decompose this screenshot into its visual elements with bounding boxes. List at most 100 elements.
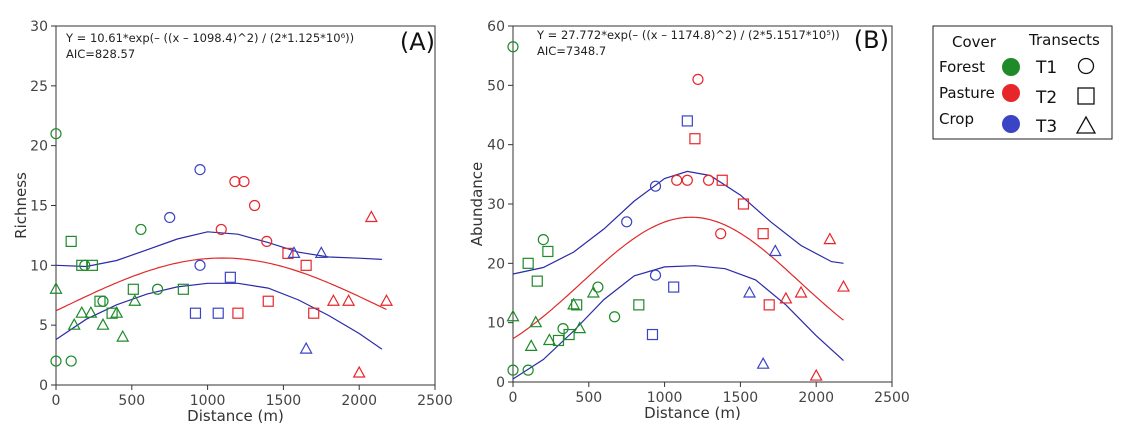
p1-point-forest-t3: [542, 333, 556, 346]
legend-cover-title: Cover: [952, 33, 997, 51]
p1-point-forest-t1: [592, 281, 604, 293]
p0-point-pasture-t1: [238, 175, 250, 188]
p1-point-pasture-t1: [681, 174, 693, 186]
p1-point-forest-t2: [571, 299, 583, 311]
p0-ci-upper-line: [55, 231, 382, 268]
p0-y-tick-label: 5: [39, 318, 48, 334]
p0-point-pasture-t3: [342, 293, 356, 306]
p0-point-forest-t2: [65, 235, 77, 247]
p0-fit-line: [55, 257, 387, 312]
p0-equation-text: Y = 10.61*exp(– ((x – 1098.4)^2) / (2*1.…: [65, 31, 354, 45]
p1-point-forest-t3: [524, 339, 538, 351]
p0-point-forest-t3: [84, 305, 98, 318]
p1-x-tick-label: 0: [509, 390, 518, 406]
p0-ci-lower-line: [55, 282, 383, 350]
p1-point-pasture-t3: [823, 232, 837, 245]
p0-point-pasture-t3: [352, 365, 366, 378]
p1-x-axis-label: Distance (m): [644, 404, 741, 422]
legend-transect-t1-label: T1: [1035, 58, 1057, 78]
legend-t1-circle-icon: [1077, 57, 1095, 75]
p0-point-pasture-t1: [261, 235, 273, 247]
p1-point-forest-t3: [506, 309, 520, 322]
p0-plot-frame: [55, 25, 436, 386]
p1-point-pasture-t2: [763, 299, 775, 311]
p1-point-pasture-t2: [757, 228, 769, 240]
p0-y-axis-label: Richness: [12, 172, 30, 239]
p1-ci-upper-line: [512, 170, 844, 275]
p0-x-tick-label: 0: [52, 393, 61, 409]
p1-point-pasture-t2: [716, 174, 728, 186]
p0-point-pasture-t2: [282, 247, 294, 259]
p1-y-tick-label: 50: [487, 78, 505, 94]
p1-point-forest-t2: [563, 328, 575, 341]
legend-crop-swatch: [1002, 115, 1020, 133]
legend-transects-title: Transects: [1028, 31, 1100, 49]
p1-ci-lower-line: [512, 265, 844, 380]
chart-panel-a: 0 500 1000 1500 2000 2500 0 5 10 15 20 25 30 Distance…: [12, 19, 453, 425]
p0-point-forest-t2: [86, 259, 98, 271]
p0-point-crop-t1: [194, 259, 206, 271]
p0-y-tick-label: 25: [30, 79, 48, 95]
p0-x-tick-label: 1500: [266, 393, 302, 409]
p0-y-tick-label: 15: [30, 199, 48, 215]
p0-point-pasture-t1: [229, 175, 241, 188]
p0-x-tick-label: 1000: [190, 393, 226, 409]
chart-panel-b: 0 500 1000 1500 2000 2500 0 10 20 30 40 50 60 Distanc…: [468, 19, 910, 422]
p0-point-forest-t2: [127, 283, 139, 295]
p0-point-forest-t3: [128, 293, 142, 306]
legend-t2-square-icon: [1077, 87, 1095, 105]
p0-point-forest-t2: [177, 283, 189, 295]
p1-aic-text: AIC=7348.7: [537, 44, 606, 58]
p0-point-pasture-t1: [215, 223, 227, 236]
p1-panel-label: (B): [854, 26, 889, 54]
p1-point-pasture-t3: [836, 279, 851, 292]
p0-point-crop-t2: [224, 271, 236, 283]
legend: Cover Transects Forest T1 Pasture T2 Cro…: [932, 25, 1113, 140]
p1-x-tick-label: 1500: [723, 390, 759, 406]
p1-point-crop-t1: [621, 216, 633, 228]
p0-point-forest-t2: [106, 307, 118, 319]
p0-point-forest-t3: [49, 282, 63, 294]
p0-point-forest-t3: [67, 317, 81, 330]
p1-point-forest-t1: [537, 234, 549, 246]
p0-point-crop-t1: [194, 164, 206, 176]
p1-point-forest-t1: [507, 364, 519, 376]
p1-point-forest-t1: [522, 364, 534, 376]
p1-point-crop-t1: [649, 269, 662, 281]
p0-point-forest-t3: [96, 317, 110, 330]
legend-forest-swatch: [1002, 58, 1020, 76]
p1-y-tick-label: 10: [487, 316, 505, 332]
p0-point-pasture-t3: [379, 293, 394, 306]
p0-x-tick-label: 2500: [417, 393, 453, 409]
p1-point-forest-t1: [507, 41, 519, 53]
p1-point-pasture-t3: [779, 291, 793, 304]
legend-cover-crop-label: Crop: [939, 110, 974, 128]
p0-x-tick-label: 2000: [341, 393, 377, 409]
p1-x-tick-label: 2000: [798, 390, 834, 406]
p0-point-forest-t3: [110, 305, 124, 318]
p1-point-forest-t3: [586, 285, 600, 298]
p1-point-pasture-t2: [737, 198, 750, 210]
p0-point-forest-t1: [135, 223, 147, 236]
p1-fit-line: [512, 216, 844, 340]
p1-point-forest-t3: [567, 297, 581, 310]
p0-aic-text: AIC=828.57: [66, 47, 135, 61]
p1-point-forest-t2: [522, 257, 534, 269]
p0-point-forest-t1: [50, 128, 62, 140]
p1-y-tick-label: 20: [487, 256, 505, 272]
p1-point-forest-t2: [531, 275, 543, 287]
p1-point-forest-t1: [557, 323, 569, 335]
p1-y-tick-label: 0: [496, 375, 505, 391]
p0-x-axis-label: Distance (m): [187, 407, 284, 425]
p1-y-tick-label: 40: [487, 138, 505, 154]
p0-point-pasture-t3: [326, 293, 340, 306]
p0-point-forest-t3: [116, 329, 130, 342]
p1-point-pasture-t3: [794, 285, 808, 298]
p0-y-tick-label: 10: [30, 258, 48, 274]
p0-point-forest-t2: [76, 259, 88, 271]
p1-point-crop-t3: [756, 356, 770, 369]
p0-point-pasture-t2: [308, 307, 320, 319]
p1-point-pasture-t3: [809, 368, 823, 381]
p0-y-tick-label: 30: [30, 19, 48, 35]
